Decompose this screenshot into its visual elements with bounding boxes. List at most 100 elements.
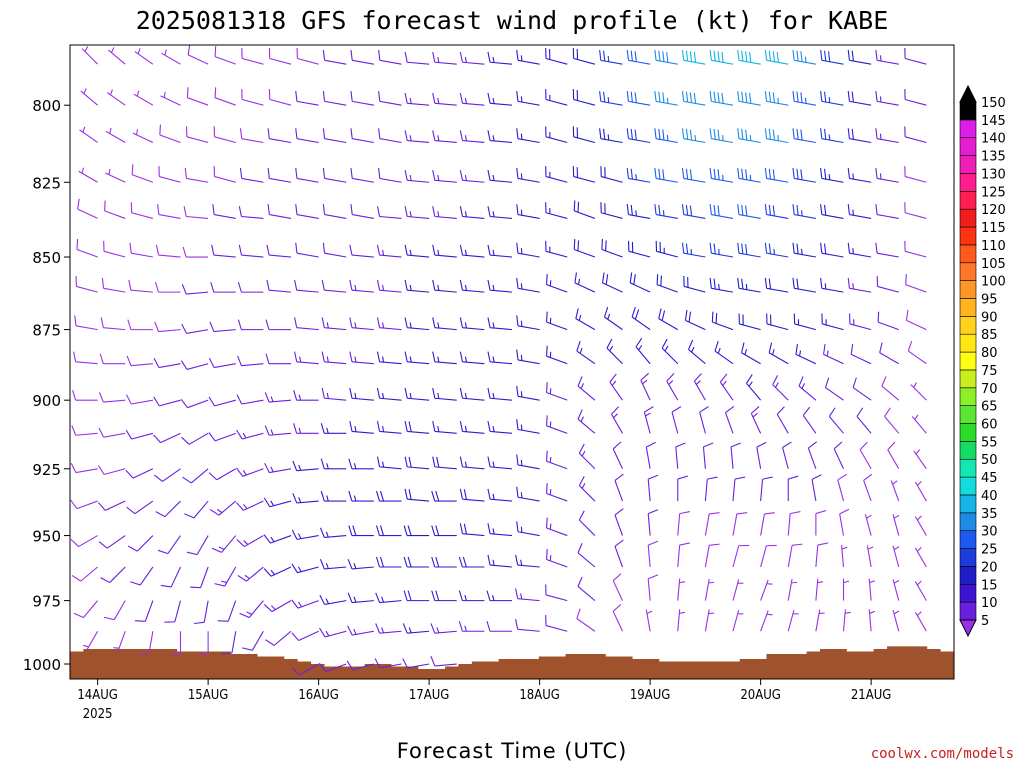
barb-shaft [379, 59, 402, 65]
wind-barb [70, 535, 98, 548]
barb-half-flag [246, 611, 253, 615]
wind-barb [404, 387, 430, 401]
barb-flag [378, 49, 381, 61]
barb-half-flag [492, 211, 495, 217]
barb-shaft [577, 418, 596, 434]
barb-flag [721, 51, 724, 63]
wind-barb [402, 658, 430, 669]
barb-flag [546, 483, 548, 494]
wind-barb [214, 46, 236, 65]
wind-barb [157, 535, 181, 555]
barb-shaft [407, 289, 430, 293]
barb-flag [792, 128, 795, 139]
wind-barb [459, 170, 485, 183]
wind-barb [266, 244, 292, 258]
wind-barb [320, 458, 347, 470]
wind-barb [612, 603, 623, 632]
wind-barb [578, 476, 596, 502]
barb-shaft [490, 498, 513, 502]
barb-shaft [351, 289, 374, 293]
wind-barb [127, 535, 154, 552]
barb-shaft [517, 395, 540, 401]
barb-flag [713, 243, 716, 254]
barb-flag [404, 421, 408, 432]
barb-shaft [105, 131, 126, 143]
barb-flag [486, 621, 491, 632]
barb-shaft [130, 363, 153, 367]
barb-flag [487, 130, 491, 141]
barb-shaft [407, 140, 430, 144]
wind-barb [322, 49, 347, 65]
wind-barb [820, 242, 844, 258]
wind-barb [654, 90, 678, 106]
wind-barb [268, 89, 292, 106]
barb-half-flag [53, 643, 58, 645]
wind-barb [350, 168, 374, 183]
wind-barb [70, 141, 71, 143]
barb-flag [709, 242, 712, 254]
barb-half-flag [436, 627, 440, 634]
barb-shaft [628, 177, 651, 183]
wind-barb [350, 128, 374, 144]
barb-shaft [732, 513, 738, 536]
wind-barb [737, 90, 761, 106]
colorbar-label: 130 [981, 167, 1006, 182]
barb-flag [612, 573, 622, 582]
wind-barb [209, 500, 237, 516]
barb-half-flag [242, 432, 247, 439]
wind-barb [321, 387, 347, 401]
wind-barb [458, 556, 485, 568]
wind-barb [892, 545, 900, 568]
barb-half-flag [745, 283, 748, 290]
wind-barb [868, 578, 876, 601]
barb-shaft [760, 545, 767, 568]
wind-barb [647, 474, 659, 502]
barb-shaft [78, 535, 98, 548]
wind-barb [577, 543, 596, 568]
barb-shaft [517, 564, 540, 568]
barb-shaft [635, 346, 651, 365]
barb-shaft [434, 61, 457, 65]
wind-barb [265, 319, 291, 331]
barb-shaft [573, 136, 596, 144]
barb-half-flag [464, 56, 467, 63]
barb-flag [98, 465, 105, 475]
barb-shaft [612, 448, 623, 470]
barb-shaft [738, 252, 761, 258]
wind-barb [487, 421, 513, 434]
barb-flag [319, 627, 326, 638]
barb-flag [576, 341, 581, 352]
wind-barb [688, 339, 706, 365]
barb-flag [578, 476, 585, 486]
barb-shaft [782, 447, 789, 469]
wind-barb [126, 500, 154, 515]
barb-flag [546, 311, 548, 323]
barb-flag [606, 338, 613, 349]
barb-shaft [164, 500, 181, 518]
barb-flag [630, 128, 633, 140]
wind-barb [849, 313, 872, 331]
wind-barb [70, 291, 71, 293]
wind-barb [295, 128, 319, 144]
barb-half-flag [381, 596, 385, 603]
barb-shaft [296, 327, 319, 331]
barb-flag [666, 373, 675, 382]
barb-shaft [186, 291, 209, 295]
barb-shaft [221, 535, 237, 553]
barb-flag [764, 128, 768, 139]
wind-barb [130, 566, 154, 586]
barb-shaft [905, 284, 927, 293]
wind-barb [764, 204, 789, 219]
barb-flag [349, 317, 353, 328]
barb-flag [574, 272, 577, 283]
barb-flag [187, 45, 191, 55]
barb-flag [689, 92, 693, 103]
barb-flag [709, 204, 712, 215]
barb-shaft [545, 594, 568, 602]
barb-half-flag [464, 211, 467, 217]
barb-shaft [546, 355, 568, 365]
barb-shaft [849, 100, 872, 106]
x-tick-label: 16AUG [298, 688, 339, 703]
wind-barb [612, 441, 623, 470]
colorbar-bin [959, 387, 977, 406]
